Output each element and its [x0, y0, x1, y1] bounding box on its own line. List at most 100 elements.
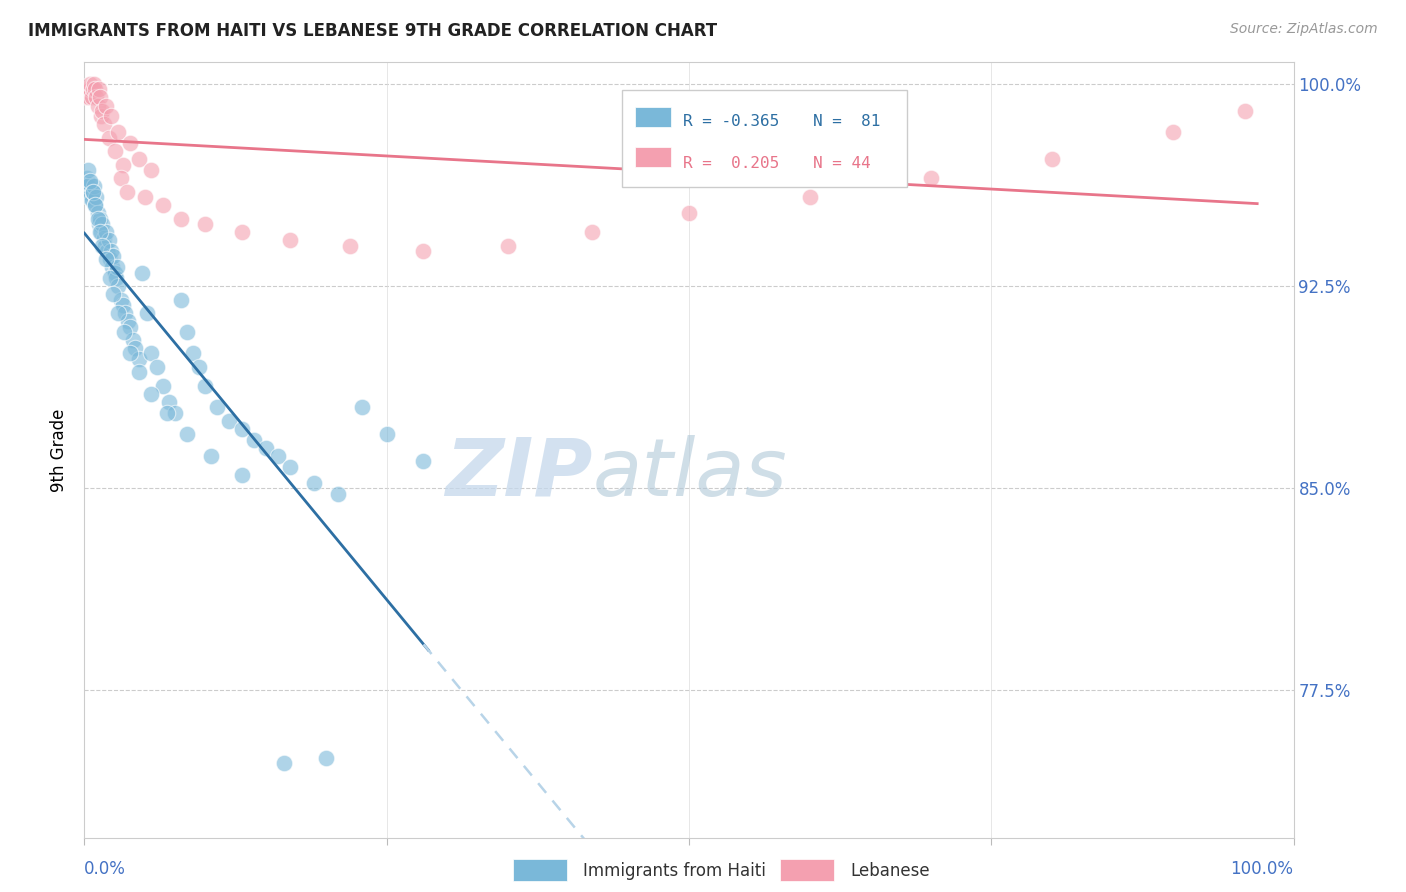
Point — [254, 441, 277, 455]
Point — [920, 171, 942, 186]
Point — [76, 171, 98, 186]
Point — [86, 211, 108, 226]
Point — [242, 433, 264, 447]
Point — [315, 750, 337, 764]
Point — [79, 177, 101, 191]
Point — [89, 90, 111, 104]
Point — [120, 346, 142, 360]
Point — [100, 244, 122, 258]
Text: IMMIGRANTS FROM HAITI VS LEBANESE 9TH GRADE CORRELATION CHART: IMMIGRANTS FROM HAITI VS LEBANESE 9TH GR… — [28, 22, 717, 40]
Point — [86, 190, 108, 204]
Point — [273, 756, 295, 770]
Point — [107, 279, 129, 293]
Point — [152, 198, 174, 212]
Point — [278, 459, 301, 474]
Point — [799, 190, 821, 204]
Point — [76, 90, 98, 104]
Point — [104, 145, 127, 159]
Point — [75, 82, 97, 96]
Point — [77, 190, 100, 204]
Point — [139, 163, 162, 178]
Point — [83, 179, 105, 194]
Point — [77, 82, 100, 96]
Point — [86, 90, 108, 104]
Point — [104, 266, 127, 280]
Point — [231, 225, 253, 239]
Text: Immigrants from Haiti: Immigrants from Haiti — [583, 862, 766, 880]
Point — [103, 249, 125, 263]
Text: 0.0%: 0.0% — [84, 860, 127, 878]
Point — [352, 401, 374, 415]
Point — [107, 126, 129, 140]
Point — [188, 359, 211, 374]
Text: Lebanese: Lebanese — [851, 862, 931, 880]
Point — [302, 475, 325, 490]
Point — [218, 414, 240, 428]
Point — [117, 314, 139, 328]
Point — [87, 82, 110, 96]
Point — [89, 225, 111, 239]
Point — [231, 422, 253, 436]
Point — [98, 271, 121, 285]
Text: ZIP: ZIP — [444, 434, 592, 513]
Point — [75, 185, 97, 199]
Point — [581, 225, 603, 239]
Point — [120, 319, 142, 334]
Text: Source: ZipAtlas.com: Source: ZipAtlas.com — [1230, 22, 1378, 37]
Point — [157, 395, 180, 409]
Point — [90, 109, 112, 123]
Point — [207, 401, 229, 415]
Point — [87, 217, 110, 231]
Point — [134, 190, 156, 204]
Point — [139, 346, 162, 360]
Point — [100, 109, 122, 123]
Point — [678, 206, 700, 220]
Point — [412, 454, 434, 468]
Point — [200, 449, 222, 463]
Point — [176, 325, 198, 339]
Text: R =  0.205: R = 0.205 — [683, 155, 779, 170]
Point — [94, 98, 117, 112]
Point — [1234, 103, 1257, 118]
Point — [231, 467, 253, 482]
Point — [194, 378, 217, 392]
Point — [115, 185, 138, 199]
Point — [79, 82, 101, 96]
Point — [93, 230, 115, 244]
Point — [86, 98, 108, 112]
Point — [91, 238, 114, 252]
Point — [84, 82, 107, 96]
Point — [104, 271, 127, 285]
Point — [112, 298, 135, 312]
Point — [84, 198, 107, 212]
Point — [77, 179, 100, 194]
Text: 100.0%: 100.0% — [1230, 860, 1294, 878]
Point — [136, 306, 159, 320]
Point — [77, 163, 100, 178]
Point — [90, 225, 112, 239]
Point — [110, 293, 132, 307]
Point — [79, 174, 101, 188]
Point — [267, 449, 290, 463]
Point — [86, 206, 108, 220]
Point — [82, 185, 104, 199]
Point — [139, 387, 162, 401]
Point — [328, 486, 350, 500]
Point — [496, 238, 519, 252]
Point — [152, 378, 174, 392]
Point — [94, 238, 117, 252]
Point — [128, 351, 150, 366]
Point — [97, 233, 120, 247]
Point — [131, 266, 153, 280]
Point — [93, 117, 115, 131]
Point — [80, 90, 103, 104]
Point — [79, 77, 101, 91]
Point — [112, 158, 135, 172]
Point — [170, 211, 193, 226]
Point — [97, 131, 120, 145]
Point — [96, 244, 118, 258]
Point — [84, 198, 107, 212]
Point — [165, 406, 187, 420]
Text: atlas: atlas — [592, 434, 787, 513]
Point — [98, 252, 121, 267]
